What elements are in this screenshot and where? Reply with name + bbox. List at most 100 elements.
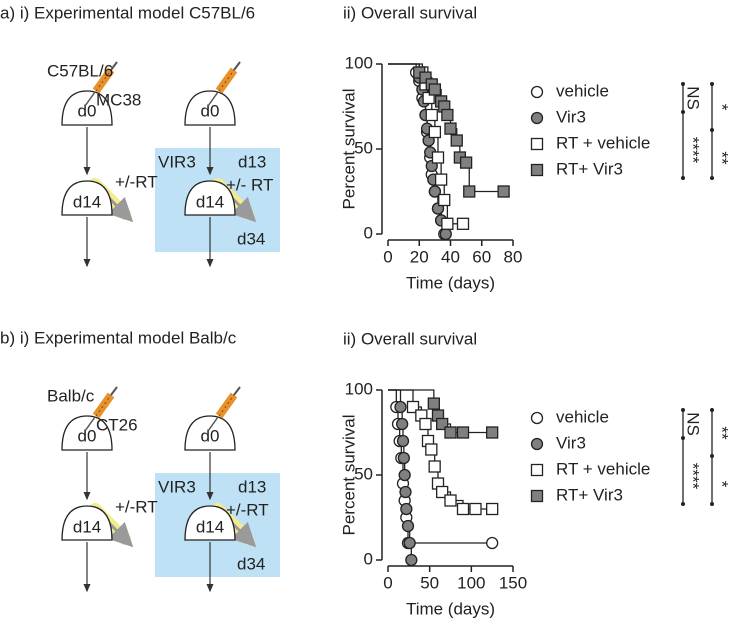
- syringe-needle: [84, 91, 96, 107]
- survival-point: [406, 400, 420, 414]
- survival-point: [456, 502, 470, 516]
- syringe-needle: [207, 416, 219, 432]
- y-tick-label: 50: [354, 138, 373, 157]
- bracket-dot: [710, 128, 714, 132]
- bracket-dot: [681, 408, 685, 412]
- survival-point: [401, 519, 415, 533]
- y-tick-label: 100: [345, 53, 373, 72]
- bracket-dot: [681, 436, 685, 440]
- survival-point: [425, 443, 438, 456]
- x-tick-label: 150: [499, 573, 527, 592]
- legend-label: RT+ Vir3: [556, 485, 623, 504]
- label: d14: [73, 192, 101, 211]
- survival-point: [444, 122, 457, 135]
- legend-marker: [530, 163, 544, 177]
- label: a) i) Experimental model C57BL/6: [0, 3, 255, 22]
- mouse-day0: [61, 415, 113, 451]
- survival-point: [427, 397, 440, 410]
- survival-point: [439, 227, 452, 241]
- x-tick-label: 20: [410, 247, 429, 266]
- bracket-dot: [681, 82, 685, 86]
- survival-point: [422, 91, 435, 105]
- bracket-dot: [710, 82, 714, 86]
- label: Balb/c: [47, 386, 95, 405]
- survival-point: [400, 502, 413, 516]
- significance-label: ****: [684, 137, 703, 164]
- label: d0: [201, 101, 220, 120]
- y-axis-label: Percent survival: [339, 89, 358, 210]
- survival-point: [434, 173, 448, 186]
- legend-marker: [530, 437, 544, 451]
- survival-point: [403, 536, 416, 550]
- mouse-day14: [61, 505, 113, 541]
- syringe-outline: [95, 394, 112, 417]
- x-tick-label: 50: [420, 573, 439, 592]
- mouse-day14: [184, 180, 236, 216]
- label: b) i) Experimental model Balb/c: [0, 328, 237, 347]
- survival-point: [431, 151, 445, 164]
- bracket-dot: [710, 408, 714, 412]
- legend-marker: [530, 85, 544, 99]
- mouse-day0: [184, 90, 236, 126]
- legend-label: RT + vehicle: [556, 459, 650, 478]
- mouse-day0: [184, 415, 236, 451]
- label: VIR3: [158, 477, 196, 496]
- survival-point: [456, 426, 470, 439]
- legend-label: vehicle: [556, 81, 609, 100]
- bracket-dot: [710, 502, 714, 506]
- y-tick-label: 0: [364, 223, 373, 242]
- label: d13: [238, 477, 266, 496]
- syringe-plunger: [233, 61, 241, 71]
- label: CT26: [96, 415, 138, 434]
- legend-marker: [530, 111, 544, 125]
- label: VIR3: [158, 152, 196, 171]
- label: d14: [196, 192, 224, 211]
- bracket-dot: [681, 176, 685, 180]
- legend-marker: [530, 411, 544, 425]
- survival-point: [441, 217, 454, 230]
- label: d34: [237, 229, 265, 248]
- label: +/- RT: [226, 175, 273, 194]
- syringe-plunger: [110, 61, 118, 71]
- syringe-plunger: [233, 386, 241, 396]
- significance-label: ****: [684, 463, 703, 490]
- syringe-plunger: [110, 386, 118, 396]
- label: d0: [78, 101, 97, 120]
- legend-label: RT + vehicle: [556, 133, 650, 152]
- mouse-day14: [184, 505, 236, 541]
- mouse-day14: [61, 180, 113, 216]
- legend-label: Vir3: [556, 107, 586, 126]
- survival-point: [441, 108, 454, 122]
- legend-label: vehicle: [556, 407, 609, 426]
- syringe-outline: [218, 69, 235, 92]
- survival-point: [428, 125, 442, 139]
- x-tick-label: 0: [383, 247, 392, 266]
- label: MC38: [96, 90, 141, 109]
- survival-point: [425, 108, 438, 122]
- legend-marker: [530, 489, 544, 503]
- survival-point: [444, 426, 457, 439]
- label: +/-RT: [115, 497, 158, 516]
- y-tick-label: 100: [345, 379, 373, 398]
- survival-point: [444, 494, 457, 507]
- label: d13: [238, 152, 266, 171]
- survival-point: [428, 185, 442, 198]
- survival-point: [469, 502, 482, 516]
- significance-label: *: [713, 104, 732, 111]
- mouse-day0: [61, 90, 113, 126]
- survival-point: [463, 185, 476, 198]
- survival-point: [398, 468, 411, 482]
- legend-marker: [530, 137, 544, 151]
- bracket-dot: [710, 454, 714, 458]
- survival-point: [399, 485, 412, 499]
- syringe-outline: [218, 394, 235, 417]
- label: d0: [201, 426, 220, 445]
- label: +/-RT: [115, 172, 158, 191]
- x-tick-label: 0: [383, 573, 392, 592]
- survival-point: [419, 71, 432, 84]
- significance-label: NS: [684, 412, 703, 436]
- survival-point: [428, 460, 441, 473]
- bracket-dot: [681, 502, 685, 506]
- x-axis-label: Time (days): [406, 599, 495, 618]
- label: C57BL/6: [47, 61, 113, 80]
